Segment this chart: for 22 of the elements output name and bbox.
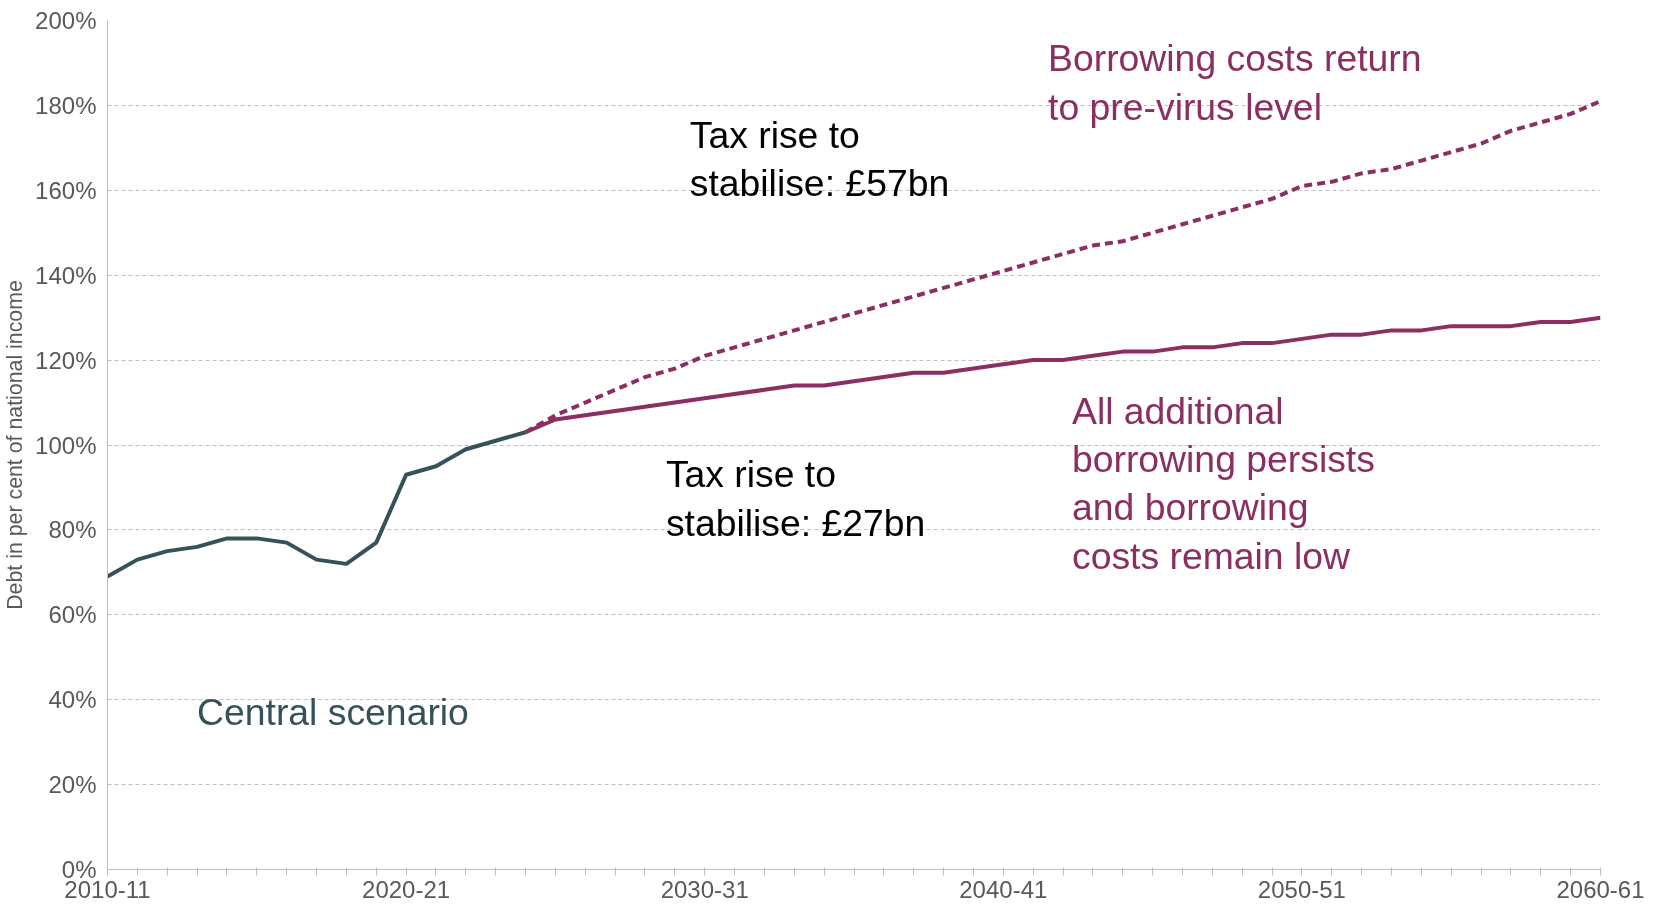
y-tick-label: 200%: [35, 7, 97, 34]
x-tick-label: 2030-31: [660, 875, 749, 903]
series-label: Borrowing costs return to pre-virus level: [1048, 37, 1422, 128]
line-series: [107, 430, 528, 579]
x-tick-label: 2040-41: [959, 875, 1048, 903]
y-tick-label: 100%: [35, 431, 97, 459]
y-tick-label: 60%: [48, 601, 97, 629]
y-axis-title: Debt in per cent of national income: [3, 280, 28, 610]
annotation: Tax rise to stabilise: £57bn: [689, 113, 950, 205]
y-tick-label: 160%: [35, 176, 97, 204]
x-tick-label: 2020-21: [362, 875, 451, 903]
y-tick-label: 120%: [35, 346, 97, 374]
x-tick-label: 2050-51: [1257, 875, 1346, 903]
series-label: All additional borrowing persists and borrowing costs remain low: [1071, 389, 1375, 577]
x-tick-label: 2060-61: [1556, 875, 1645, 903]
y-tick-label: 180%: [35, 91, 97, 119]
y-tick-label: 20%: [48, 771, 97, 799]
y-tick-label: 80%: [48, 516, 97, 544]
y-tick-label: 40%: [48, 686, 97, 714]
annotation: Tax rise to stabilise: £27bn: [665, 453, 926, 544]
text: Central scenario: [197, 691, 469, 734]
y-tick-label: 140%: [35, 261, 97, 289]
